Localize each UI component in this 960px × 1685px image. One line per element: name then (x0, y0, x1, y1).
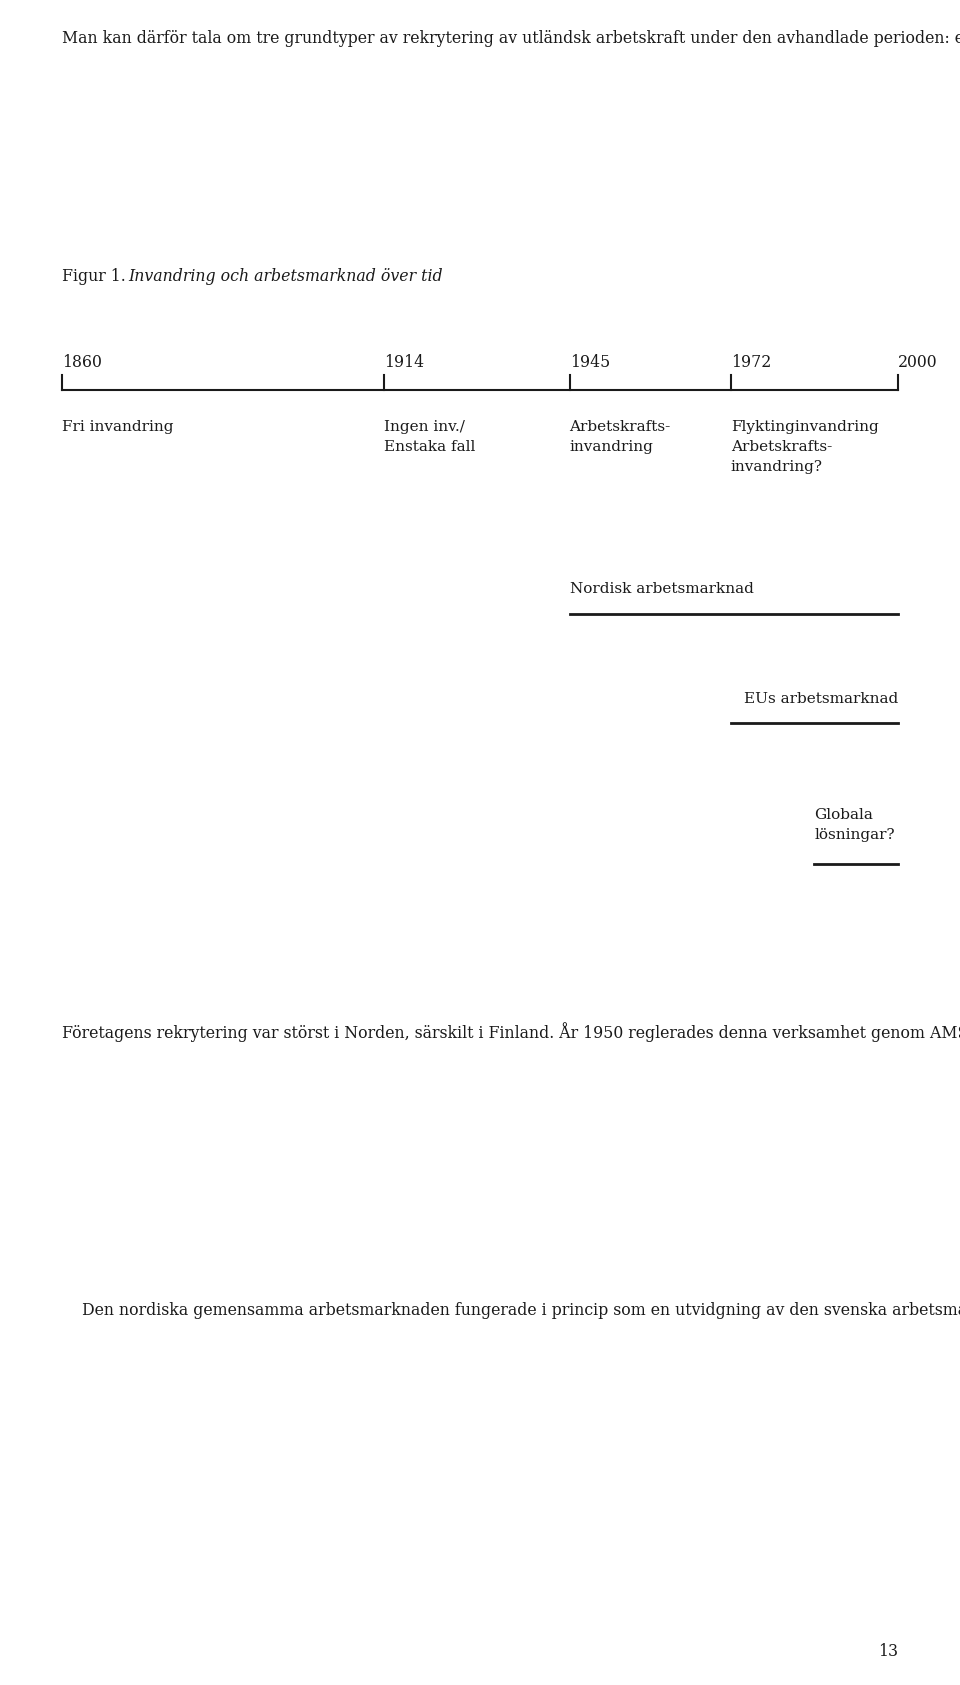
Text: Ingen inv./
Enstaka fall: Ingen inv./ Enstaka fall (384, 420, 476, 453)
Text: Invandring och arbetsmarknad över tid: Invandring och arbetsmarknad över tid (128, 268, 443, 285)
Text: Arbetskrafts-
invandring: Arbetskrafts- invandring (569, 420, 671, 453)
Text: 13: 13 (877, 1643, 898, 1660)
Text: 1972: 1972 (731, 354, 771, 371)
Text: Flyktinginvandring
Arbetskrafts-
invandring?: Flyktinginvandring Arbetskrafts- invandr… (731, 420, 878, 473)
Text: Nordisk arbetsmarknad: Nordisk arbetsmarknad (569, 581, 754, 596)
Text: 2000: 2000 (898, 354, 938, 371)
Text: Figur 1.: Figur 1. (62, 268, 131, 285)
Text: 1945: 1945 (569, 354, 610, 371)
Text: Globala
lösningar?: Globala lösningar? (814, 809, 895, 842)
Text: 1860: 1860 (62, 354, 102, 371)
Text: Fri invandring: Fri invandring (62, 420, 174, 435)
Text: Den nordiska gemensamma arbetsmarknaden fungerade i princip som en utvidgning av: Den nordiska gemensamma arbetsmarknaden … (62, 1301, 960, 1319)
Text: Företagens rekrytering var störst i Norden, särskilt i Finland. År 1950 reglerad: Företagens rekrytering var störst i Nord… (62, 1023, 960, 1041)
Text: EUs arbetsmarknad: EUs arbetsmarknad (744, 693, 898, 706)
Text: 1914: 1914 (384, 354, 424, 371)
Text: Man kan därför tala om tre grundtyper av rekrytering av utländsk arbetskraft und: Man kan därför tala om tre grundtyper av… (62, 29, 960, 47)
